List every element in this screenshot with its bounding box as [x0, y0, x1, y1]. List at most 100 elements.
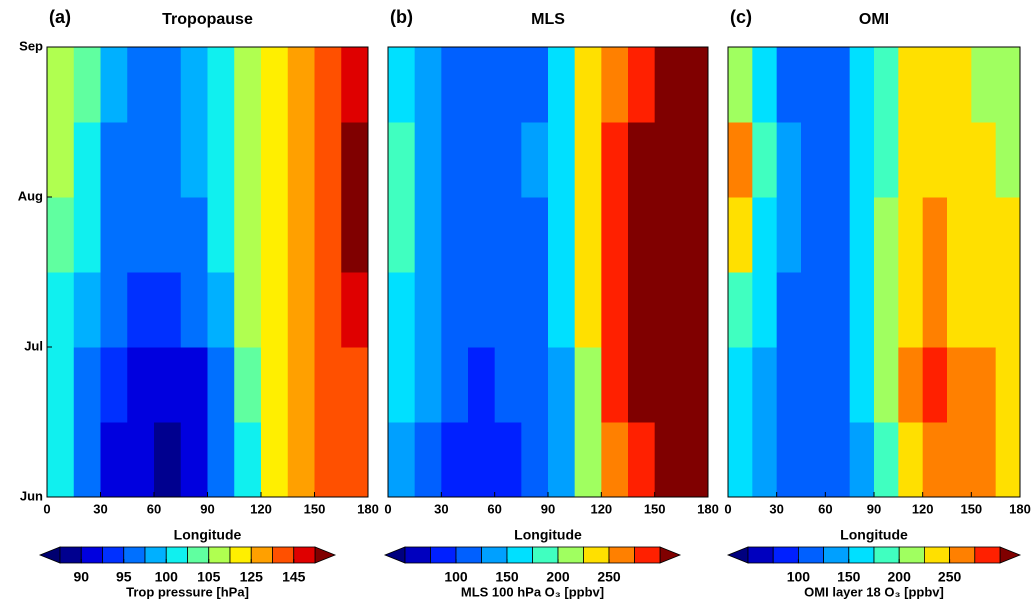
heat-cell: [574, 197, 602, 273]
colorbar-segment: [102, 546, 125, 564]
heat-cell: [971, 47, 997, 123]
heat-cell: [180, 197, 208, 273]
x-tick-label: 60: [147, 501, 161, 516]
colorbar-segment: [404, 546, 431, 564]
heat-cell: [801, 122, 826, 198]
colorbar-segment: [848, 546, 875, 564]
colorbar-tick-label: 150: [495, 569, 519, 585]
heat-cell: [922, 47, 948, 123]
heat-cell: [825, 47, 851, 123]
heat-cell: [100, 422, 128, 498]
heat-cell: [73, 422, 101, 498]
heat-cell: [414, 347, 442, 423]
colorbar-tick-label: 90: [73, 569, 89, 585]
panel-title: MLS: [531, 11, 565, 28]
heat-cell: [898, 422, 924, 498]
heat-cell: [494, 47, 522, 123]
heat-cell: [468, 197, 496, 273]
heat-cell: [314, 197, 342, 273]
colorbar-over: [314, 546, 337, 564]
heat-cell: [287, 347, 315, 423]
heat-cell: [388, 197, 416, 273]
heat-cell: [261, 47, 289, 123]
colorbar-segment: [187, 546, 210, 564]
heat-cell: [100, 347, 128, 423]
heat-cell: [100, 197, 128, 273]
colorbar-segment: [898, 546, 925, 564]
x-tick-label: 60: [818, 501, 832, 516]
colorbar-tick-label: 125: [240, 569, 264, 585]
heat-cell: [825, 422, 851, 498]
colorbar-over: [999, 546, 1022, 564]
colorbar-label: Trop pressure [hPa]: [126, 584, 249, 599]
colorbar-tick-label: 100: [787, 569, 811, 585]
heat-cell: [468, 122, 496, 198]
colorbar-under: [38, 546, 61, 564]
panel-title: OMI: [859, 11, 889, 28]
colorbar-over: [659, 546, 682, 564]
heat-cell: [468, 422, 496, 498]
heat-cell: [548, 422, 576, 498]
x-tick-label: 30: [769, 501, 783, 516]
heat-cell: [601, 122, 629, 198]
heat-cell: [341, 197, 369, 273]
heat-cell: [234, 422, 262, 498]
colorbar-segment: [823, 546, 850, 564]
heat-cell: [521, 197, 549, 273]
heat-cell: [468, 347, 496, 423]
heat-cell: [494, 122, 522, 198]
heat-cell: [681, 47, 709, 123]
heat-cell: [314, 347, 342, 423]
heat-cell: [441, 272, 469, 348]
colorbar-tick-label: 95: [116, 569, 132, 585]
heat-cell: [180, 47, 208, 123]
colorbar-label: OMI layer 18 O₃ [ppbv]: [804, 584, 944, 599]
heat-cell: [314, 122, 342, 198]
heat-cell: [874, 122, 899, 198]
heat-cell: [388, 122, 416, 198]
heat-cell: [971, 347, 997, 423]
heat-cell: [995, 347, 1021, 423]
heat-cell: [548, 197, 576, 273]
heat-cell: [898, 272, 924, 348]
heat-cell: [261, 422, 289, 498]
heat-cell: [681, 422, 709, 498]
heat-cell: [654, 47, 682, 123]
heat-cell: [341, 47, 369, 123]
heat-cell: [574, 122, 602, 198]
heat-cell: [898, 47, 924, 123]
colorbar-segment: [924, 546, 951, 564]
heat-cell: [849, 122, 875, 198]
heat-cell: [898, 122, 924, 198]
heat-cell: [947, 197, 972, 273]
heat-cell: [752, 197, 778, 273]
heat-cell: [388, 47, 416, 123]
heat-cell: [521, 47, 549, 123]
heat-cell: [601, 422, 629, 498]
heat-cell: [849, 272, 875, 348]
heat-cell: [47, 347, 75, 423]
heat-cell: [468, 272, 496, 348]
heat-cell: [801, 47, 826, 123]
heat-cell: [801, 197, 826, 273]
heat-cell: [874, 347, 899, 423]
x-tick-label: 120: [590, 501, 612, 516]
heat-cell: [574, 272, 602, 348]
heat-cell: [849, 347, 875, 423]
heat-cell: [628, 422, 656, 498]
heat-cell: [548, 122, 576, 198]
x-tick-label: 0: [724, 501, 731, 516]
heat-cell: [521, 272, 549, 348]
heat-cell: [234, 122, 262, 198]
heat-cell: [601, 347, 629, 423]
heat-cell: [628, 197, 656, 273]
x-axis-label: Longitude: [514, 527, 582, 543]
x-tick-label: 0: [384, 501, 391, 516]
heat-cell: [628, 122, 656, 198]
colorbar-segment: [229, 546, 252, 564]
heat-cell: [752, 47, 778, 123]
colorbar-segment: [798, 546, 825, 564]
heat-cell: [574, 347, 602, 423]
colorbar-segment: [272, 546, 295, 564]
